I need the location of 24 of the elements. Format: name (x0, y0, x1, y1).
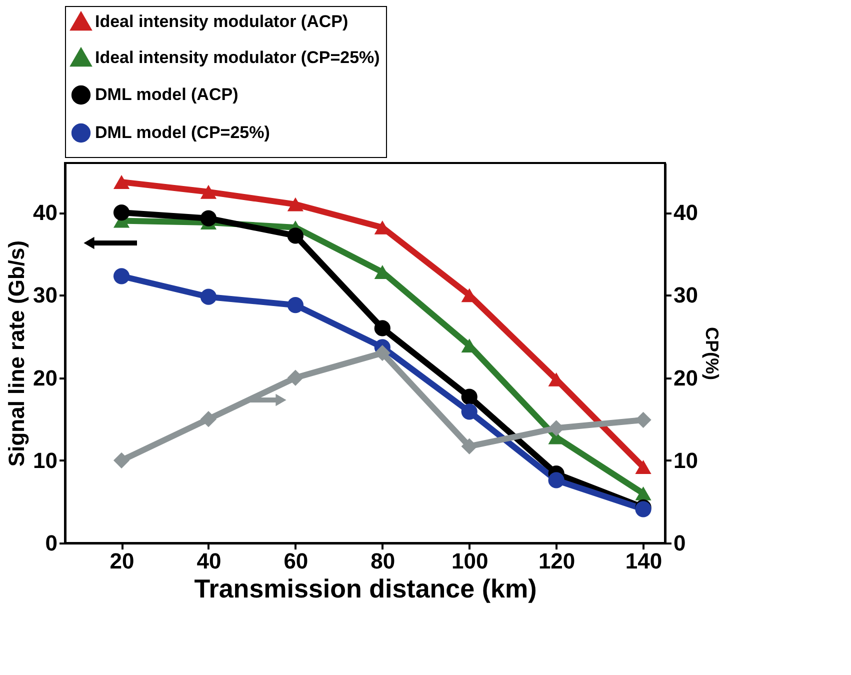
x-tick-label: 120 (538, 548, 576, 574)
legend-label: Ideal intensity modulator (CP=25%) (95, 48, 380, 67)
legend-label: DML model (ACP) (95, 85, 238, 104)
x-tick-label: 20 (110, 548, 134, 574)
y-tick-label: 10 (33, 448, 58, 473)
y-tick-label: 0 (45, 530, 58, 556)
y2-tick-label: 40 (674, 200, 698, 226)
y-tick-label: 20 (33, 365, 58, 390)
y2-tick-label: 20 (674, 365, 698, 390)
legend-label: DML model (CP=25%) (95, 123, 270, 142)
x-tick-label: 40 (196, 548, 222, 574)
y-tick-label: 40 (33, 200, 58, 226)
x-tick-label: 100 (451, 548, 488, 574)
y2-tick-label: 30 (674, 282, 698, 308)
x-tick-label: 140 (625, 548, 662, 574)
y2-axis-title: CP(%) (702, 327, 722, 380)
x-tick-label: 60 (284, 548, 308, 574)
y2-tick-label: 10 (674, 448, 698, 473)
y-axis-title: Signal line rate (Gb/s) (4, 240, 30, 467)
x-tick-label: 80 (370, 548, 396, 574)
legend-label: Ideal intensity modulator (ACP) (95, 12, 348, 31)
y2-tick-label: 0 (674, 530, 686, 556)
y-tick-label: 30 (33, 282, 58, 308)
x-axis-title: Transmission distance (km) (194, 574, 537, 604)
